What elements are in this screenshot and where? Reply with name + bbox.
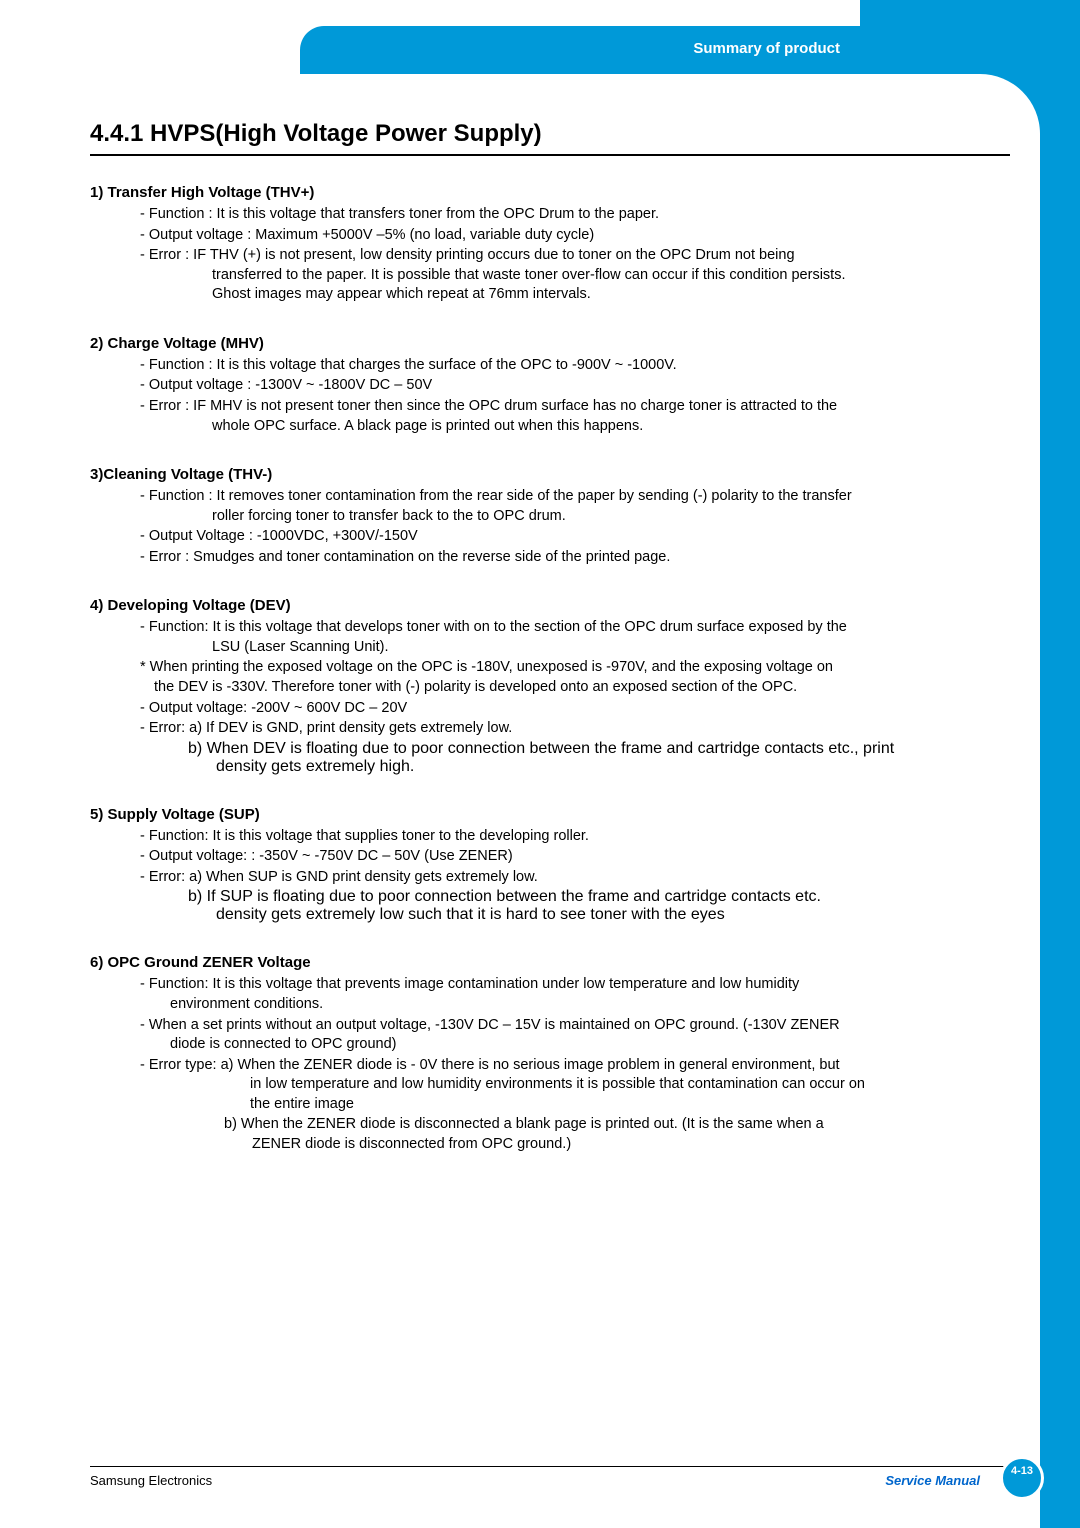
body-line: - Function: It is this voltage that prev… [90,975,1010,1014]
sub-heading: 6) OPC Ground ZENER Voltage [90,954,1010,971]
sub-heading: 5) Supply Voltage (SUP) [90,806,1010,823]
page-footer: Samsung Electronics Service Manual [90,1466,1020,1488]
body-line: - Function: It is this voltage that deve… [90,618,1010,657]
body-subline: b) If SUP is floating due to poor connec… [90,888,1010,924]
body-line: - Error : Smudges and toner contaminatio… [90,548,1010,568]
content-area: 4.4.1 HVPS(High Voltage Power Supply) 1)… [90,120,1010,1154]
body-line: - Output voltage : -1300V ~ -1800V DC – … [90,376,1010,396]
body-line: - Error type: a) When the ZENER diode is… [90,1056,1010,1115]
body-line: - Error: a) If DEV is GND, print density… [90,719,1010,739]
body-line: - Error : IF MHV is not present toner th… [90,397,1010,436]
body-subline: b) When the ZENER diode is disconnected … [90,1115,1010,1154]
body-line: - Output voltage : Maximum +5000V –5% (n… [90,226,1010,246]
body-subline: b) When DEV is floating due to poor conn… [90,740,1010,776]
body-line: - Output voltage: : -350V ~ -750V DC – 5… [90,847,1010,867]
body-line: - When a set prints without an output vo… [90,1016,1010,1055]
body-line: - Error : IF THV (+) is not present, low… [90,246,1010,305]
page-number: 4-13 [1003,1465,1041,1477]
sub-heading: 4) Developing Voltage (DEV) [90,597,1010,614]
sub-heading: 3)Cleaning Voltage (THV-) [90,466,1010,483]
body-line: - Error: a) When SUP is GND print densit… [90,868,1010,888]
sub-heading: 1) Transfer High Voltage (THV+) [90,184,1010,201]
footer-left: Samsung Electronics [90,1473,212,1488]
body-line: - Function: It is this voltage that supp… [90,827,1010,847]
header-tab-label: Summary of product [693,40,840,57]
body-line: - Function : It is this voltage that cha… [90,356,1010,376]
header-tab: Summary of product [300,26,860,74]
sub-heading: 2) Charge Voltage (MHV) [90,335,1010,352]
body-line: - Function : It removes toner contaminat… [90,487,1010,526]
body-line: * When printing the exposed voltage on t… [90,658,1010,697]
body-line: - Output Voltage : -1000VDC, +300V/-150V [90,527,1010,547]
body-line: - Function : It is this voltage that tra… [90,205,1010,225]
page-number-badge: 4-13 [1000,1456,1044,1500]
section-title: 4.4.1 HVPS(High Voltage Power Supply) [90,120,1010,156]
body-line: - Output voltage: -200V ~ 600V DC – 20V [90,699,1010,719]
footer-right: Service Manual [885,1473,980,1488]
